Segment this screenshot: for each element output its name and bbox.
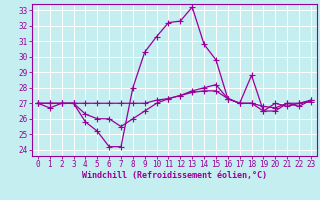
X-axis label: Windchill (Refroidissement éolien,°C): Windchill (Refroidissement éolien,°C): [82, 171, 267, 180]
